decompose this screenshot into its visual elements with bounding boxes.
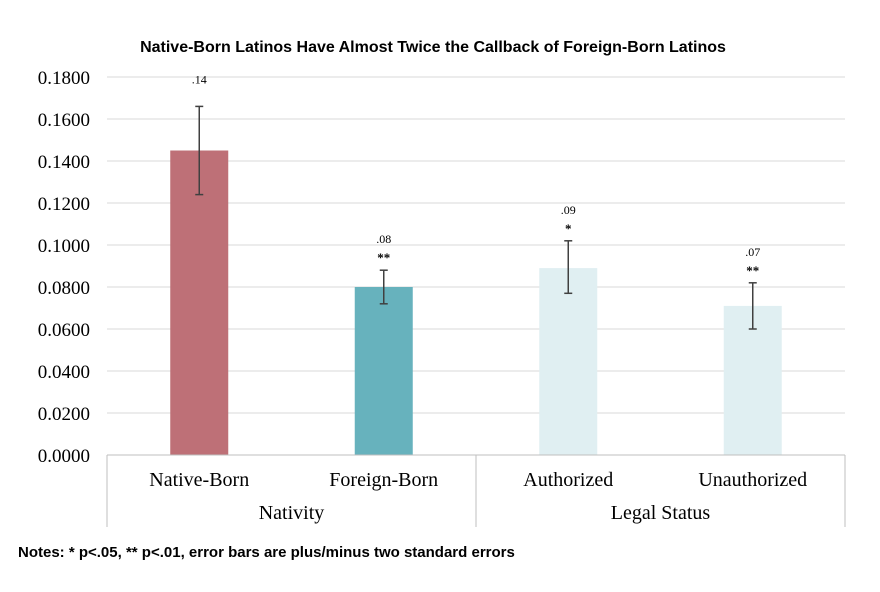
bar <box>170 150 229 455</box>
y-tick-label: 0.1800 <box>38 68 90 89</box>
y-tick-label: 0.0600 <box>38 320 90 341</box>
category-label: Unauthorized <box>698 469 807 491</box>
chart-notes: Notes: * p<.05, ** p<.01, error bars are… <box>18 544 515 561</box>
bars <box>170 150 782 455</box>
category-label: Authorized <box>523 469 613 491</box>
y-tick-label: 0.1000 <box>38 236 90 257</box>
data-labels: .14 ** .08 * .09 ** .07 <box>192 72 761 277</box>
y-tick-label: 0.1400 <box>38 152 90 173</box>
y-tick-label: 0.1200 <box>38 194 90 215</box>
category-label: Native-Born <box>149 469 249 491</box>
y-tick-label: 0.1600 <box>38 110 90 131</box>
significance-marker: ** <box>377 250 390 265</box>
y-tick-label: 0.0400 <box>38 362 90 383</box>
significance-marker: * <box>565 221 572 236</box>
y-tick-label: 0.0200 <box>38 404 90 425</box>
bar <box>539 268 598 455</box>
group-label: Legal Status <box>611 502 711 524</box>
data-label: .14 <box>192 72 207 86</box>
data-label: .07 <box>745 245 760 259</box>
y-axis-tick-labels: 0.0000 0.0200 0.0400 0.0600 0.0800 0.1000 0.12… <box>38 68 90 467</box>
category-label: Foreign-Born <box>329 469 438 491</box>
x-axis: Native-Born Foreign-Born Authorized Unautho… <box>106 454 846 527</box>
data-label: .08 <box>376 232 391 246</box>
data-label: .09 <box>561 203 576 217</box>
bar <box>723 305 782 455</box>
group-label: Nativity <box>259 502 325 524</box>
y-tick-label: 0.0800 <box>38 278 90 299</box>
gridlines <box>107 76 845 414</box>
chart-title: Native-Born Latinos Have Almost Twice th… <box>140 39 726 56</box>
bar <box>354 287 413 455</box>
error-bars <box>195 105 757 330</box>
significance-marker: ** <box>746 263 759 278</box>
y-tick-label: 0.0000 <box>38 446 90 467</box>
